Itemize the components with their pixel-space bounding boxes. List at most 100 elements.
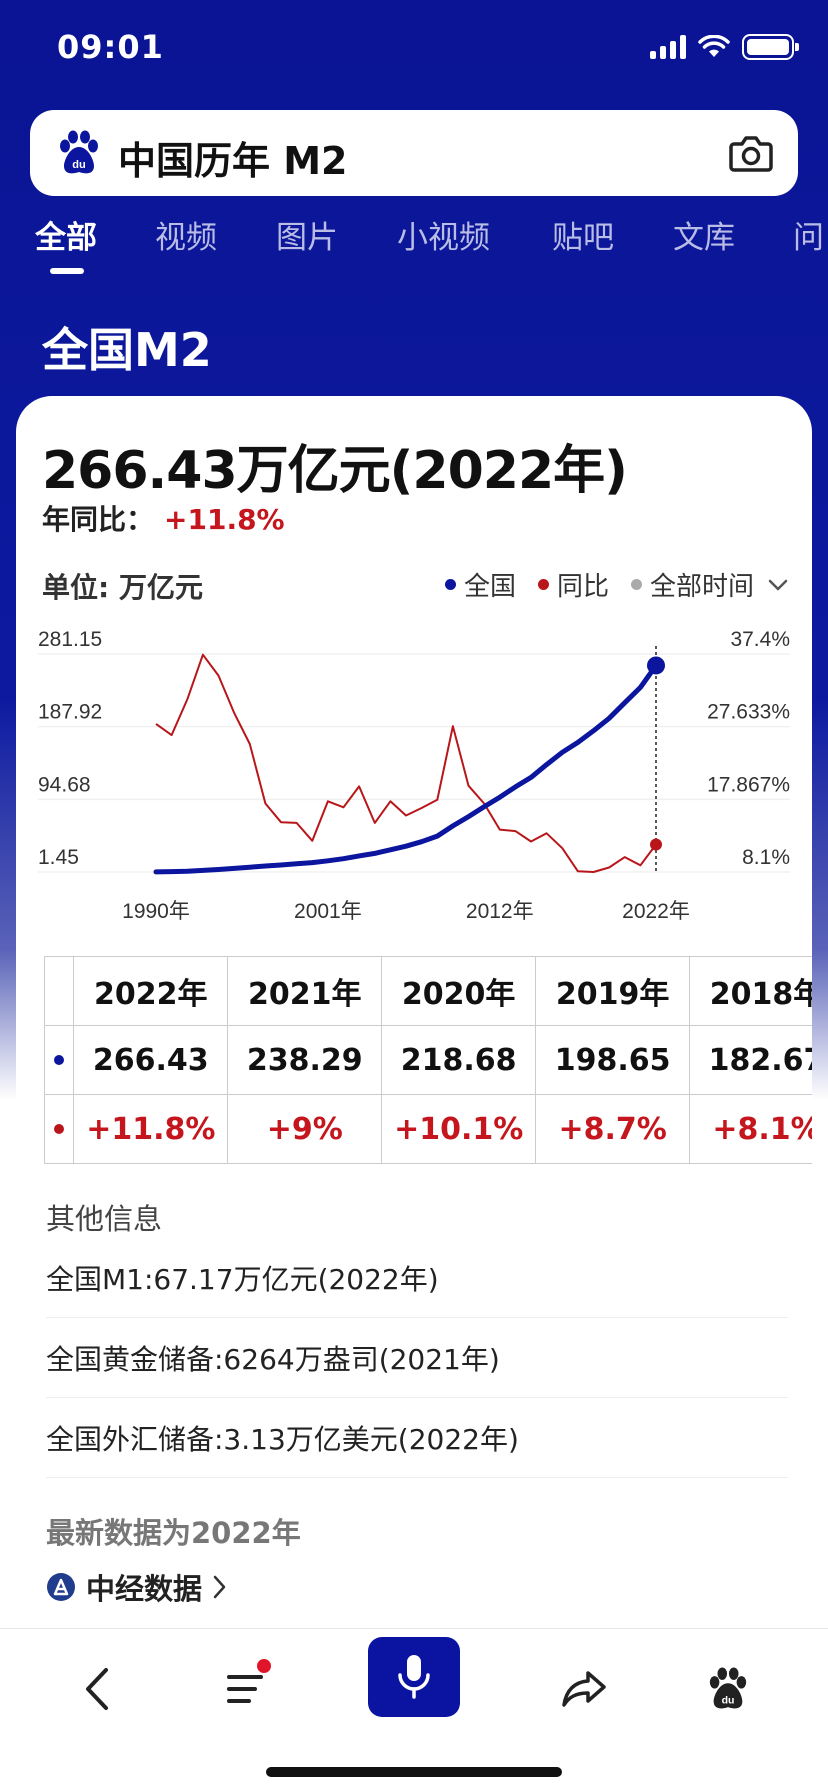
m2-data-card: 266.43万亿元(2022年) 年同比： +11.8% 单位: 万亿元 全国 同… — [16, 396, 812, 1636]
table-corner-cell — [45, 957, 75, 1025]
legend-national[interactable]: 全国 — [444, 566, 516, 603]
x-tick-label: 2022年 — [622, 900, 690, 923]
y-left-tick-label: 187.92 — [38, 701, 102, 724]
series-line-yoy — [155, 653, 657, 873]
table-row-m2: 266.43 238.29 218.68 198.65 182.67 — [45, 1026, 812, 1095]
table-row-marker-yoy — [45, 1095, 75, 1163]
yoy-label: 年同比： — [42, 503, 155, 536]
chevron-right-icon — [213, 1575, 226, 1599]
source-link[interactable]: 中经数据 — [46, 1566, 228, 1608]
legend-national-label: 全国 — [463, 572, 516, 602]
search-input[interactable]: 中国历年 M2 — [118, 139, 348, 183]
back-button[interactable] — [58, 1649, 138, 1729]
tab-wenku[interactable]: 文库 — [673, 220, 735, 256]
search-box[interactable]: du 中国历年 M2 — [30, 110, 798, 196]
chevron-down-icon — [768, 579, 788, 590]
table-m2-cell: 182.67 — [690, 1026, 812, 1094]
x-tick-label: 2001年 — [294, 900, 362, 923]
share-button[interactable] — [544, 1649, 624, 1729]
tab-ask[interactable]: 问 — [793, 220, 824, 256]
yoy-dot-icon — [54, 1124, 65, 1134]
table-yoy-cell: +11.8% — [74, 1095, 229, 1163]
latest-data-note: 最新数据为2022年 — [46, 1516, 301, 1550]
source-logo-icon — [47, 1573, 75, 1601]
table-yoy-cell: +8.1% — [690, 1095, 812, 1163]
other-info-title: 其他信息 — [46, 1202, 163, 1236]
chart-legend: 全国 同比 全部时间 — [444, 566, 788, 603]
home-indicator — [266, 1767, 562, 1777]
notification-dot — [257, 1659, 271, 1673]
legend-dot-yoy — [537, 579, 549, 590]
tab-images[interactable]: 图片 — [276, 220, 338, 256]
table-year-cell: 2022年 — [74, 957, 229, 1025]
m2-line-chart[interactable]: 281.15 37.4% 187.92 27.633% 94.68 17.867% 1.45… — [16, 614, 812, 934]
table-year-cell: 2021年 — [228, 957, 383, 1025]
time-range-dropdown[interactable]: 全部时间 — [630, 566, 788, 603]
menu-icon — [227, 1675, 263, 1703]
status-bar: 09:01 — [0, 0, 828, 100]
y-left-tick-label: 94.68 — [38, 773, 91, 796]
y-right-tick-label: 17.867% — [707, 773, 790, 796]
series-line-national — [153, 663, 659, 875]
yoy-value: +11.8% — [164, 503, 285, 536]
tab-short-video[interactable]: 小视频 — [397, 220, 490, 256]
legend-yoy-label: 同比 — [556, 572, 609, 602]
svg-text:du: du — [722, 1694, 735, 1706]
y-right-tick-label: 8.1% — [742, 846, 790, 869]
info-item-m1[interactable]: 全国M1:67.17万亿元(2022年) — [46, 1238, 788, 1318]
source-name: 中经数据 — [86, 1572, 203, 1606]
table-year-cell: 2019年 — [536, 957, 691, 1025]
table-row-marker-national — [45, 1026, 75, 1094]
status-icons — [650, 34, 799, 60]
legend-dot-national — [444, 579, 456, 590]
national-dot-icon — [54, 1055, 65, 1065]
wifi-icon — [698, 35, 730, 57]
national-last-point — [647, 656, 665, 675]
table-yoy-cell: +9% — [228, 1095, 383, 1163]
table-row-yoy: +11.8% +9% +10.1% +8.7% +8.1% — [45, 1095, 812, 1164]
battery-icon — [742, 34, 799, 60]
active-tab-indicator — [50, 268, 84, 274]
table-year-cell: 2018年 — [690, 957, 812, 1025]
baidu-home-button[interactable]: du — [688, 1649, 768, 1729]
tab-tieba[interactable]: 贴吧 — [552, 220, 614, 256]
table-yoy-cell: +8.7% — [536, 1095, 691, 1163]
table-header-row: 2022年 2021年 2020年 2019年 2018年 — [45, 957, 812, 1026]
tab-video[interactable]: 视频 — [155, 220, 217, 256]
yoy-last-point — [650, 838, 662, 851]
y-right-tick-label: 27.633% — [707, 701, 790, 724]
table-m2-cell: 266.43 — [74, 1026, 229, 1094]
y-left-tick-label: 281.15 — [38, 628, 102, 651]
x-tick-label: 1990年 — [122, 900, 190, 923]
tab-all[interactable]: 全部 — [35, 220, 97, 256]
menu-button[interactable] — [205, 1649, 285, 1729]
table-m2-cell: 218.68 — [382, 1026, 537, 1094]
camera-icon[interactable] — [726, 128, 776, 178]
status-time: 09:01 — [57, 28, 164, 66]
section-title: 全国M2 — [42, 323, 212, 377]
legend-yoy[interactable]: 同比 — [537, 566, 609, 603]
y-right-tick-label: 37.4% — [730, 628, 790, 651]
table-year-cell: 2020年 — [382, 957, 537, 1025]
time-range-label: 全部时间 — [649, 572, 754, 602]
microphone-icon — [398, 1655, 430, 1699]
table-m2-cell: 238.29 — [228, 1026, 383, 1094]
info-item-fx-reserve[interactable]: 全国外汇储备:3.13万亿美元(2022年) — [46, 1398, 788, 1478]
search-tabs: 全部 视频 图片 小视频 贴吧 文库 问 — [0, 212, 828, 272]
m2-latest-value: 266.43万亿元(2022年) — [42, 441, 628, 501]
yoy-row: 年同比： +11.8% — [42, 498, 285, 538]
table-m2-cell: 198.65 — [536, 1026, 691, 1094]
svg-text:du: du — [72, 159, 85, 171]
baidu-paw-icon: du — [709, 1667, 747, 1709]
y-left-tick-label: 1.45 — [38, 846, 79, 869]
voice-search-button[interactable] — [368, 1637, 460, 1717]
info-item-gold-reserve[interactable]: 全国黄金储备:6264万盎司(2021年) — [46, 1318, 788, 1398]
x-tick-label: 2012年 — [466, 900, 534, 923]
m2-data-table: 2022年 2021年 2020年 2019年 2018年 266.43 238… — [44, 956, 812, 1164]
unit-label: 单位: 万亿元 — [42, 571, 203, 604]
signal-icon — [650, 35, 686, 59]
share-icon — [562, 1671, 606, 1707]
bottom-nav-bar: du — [0, 1628, 828, 1792]
legend-dot-time — [630, 579, 642, 590]
table-yoy-cell: +10.1% — [382, 1095, 537, 1163]
